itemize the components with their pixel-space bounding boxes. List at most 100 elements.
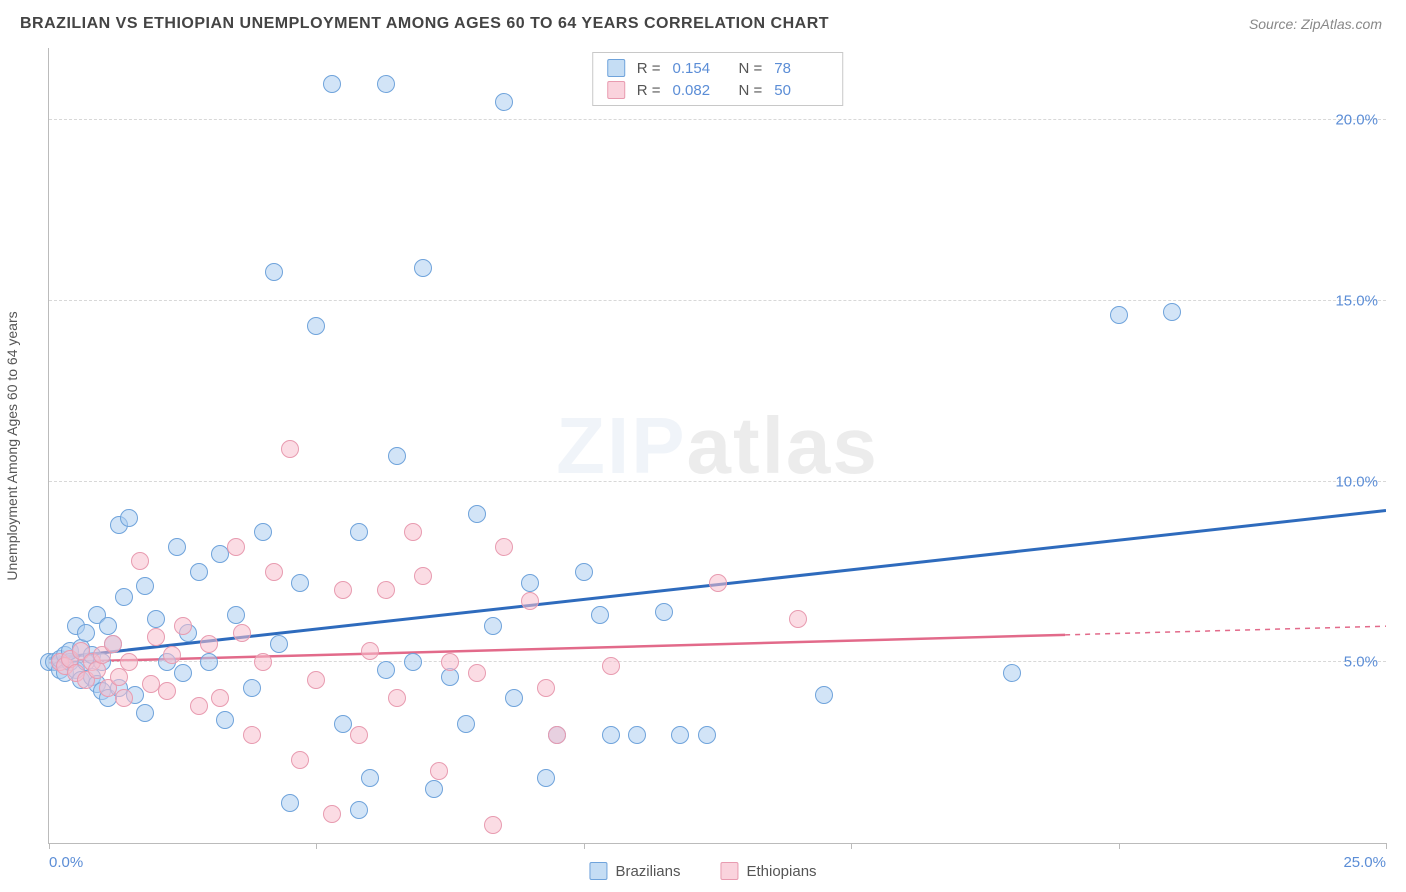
data-point — [1163, 303, 1181, 321]
data-point — [414, 567, 432, 585]
data-point — [655, 603, 673, 621]
legend-item: Brazilians — [589, 862, 680, 880]
data-point — [227, 606, 245, 624]
data-point — [307, 671, 325, 689]
y-tick-label: 15.0% — [1335, 292, 1378, 309]
data-point — [200, 635, 218, 653]
data-point — [265, 263, 283, 281]
correlation-legend: R = 0.154 N = 78 R = 0.082 N = 50 — [592, 52, 844, 106]
data-point — [291, 574, 309, 592]
data-point — [265, 563, 283, 581]
gridline — [49, 300, 1386, 301]
data-point — [254, 653, 272, 671]
data-point — [115, 689, 133, 707]
x-tick — [316, 843, 317, 849]
x-tick — [1119, 843, 1120, 849]
data-point — [158, 682, 176, 700]
data-point — [243, 726, 261, 744]
gridline — [49, 481, 1386, 482]
data-point — [414, 259, 432, 277]
data-point — [628, 726, 646, 744]
x-tick — [1386, 843, 1387, 849]
x-tick — [851, 843, 852, 849]
data-point — [136, 577, 154, 595]
data-point — [323, 805, 341, 823]
data-point — [388, 447, 406, 465]
data-point — [147, 628, 165, 646]
data-point — [425, 780, 443, 798]
r-label: R = — [637, 82, 661, 99]
data-point — [350, 801, 368, 819]
data-point — [484, 617, 502, 635]
data-point — [334, 581, 352, 599]
data-point — [377, 75, 395, 93]
trend-lines — [49, 48, 1386, 843]
source-attribution: Source: ZipAtlas.com — [1249, 16, 1382, 32]
x-tick-label: 25.0% — [1343, 854, 1386, 871]
data-point — [537, 679, 555, 697]
data-point — [468, 664, 486, 682]
data-point — [671, 726, 689, 744]
x-tick — [49, 843, 50, 849]
data-point — [190, 563, 208, 581]
chart-title: BRAZILIAN VS ETHIOPIAN UNEMPLOYMENT AMON… — [20, 15, 829, 33]
data-point — [388, 689, 406, 707]
swatch-icon — [589, 862, 607, 880]
chart-header: BRAZILIAN VS ETHIOPIAN UNEMPLOYMENT AMON… — [0, 0, 1406, 48]
data-point — [291, 751, 309, 769]
data-point — [575, 563, 593, 581]
data-point — [602, 657, 620, 675]
data-point — [281, 794, 299, 812]
data-point — [334, 715, 352, 733]
n-value: 50 — [774, 82, 828, 99]
y-tick-label: 5.0% — [1344, 654, 1378, 671]
gridline — [49, 119, 1386, 120]
data-point — [281, 440, 299, 458]
data-point — [163, 646, 181, 664]
data-point — [174, 664, 192, 682]
legend-label: Brazilians — [615, 863, 680, 880]
legend-row: R = 0.082 N = 50 — [607, 79, 829, 101]
data-point — [307, 317, 325, 335]
data-point — [698, 726, 716, 744]
data-point — [227, 538, 245, 556]
data-point — [709, 574, 727, 592]
data-point — [174, 617, 192, 635]
data-point — [136, 704, 154, 722]
data-point — [254, 523, 272, 541]
data-point — [216, 711, 234, 729]
data-point — [270, 635, 288, 653]
data-point — [430, 762, 448, 780]
data-point — [323, 75, 341, 93]
data-point — [243, 679, 261, 697]
data-point — [404, 653, 422, 671]
data-point — [521, 574, 539, 592]
data-point — [147, 610, 165, 628]
y-tick-label: 20.0% — [1335, 112, 1378, 129]
data-point — [77, 624, 95, 642]
series-legend: Brazilians Ethiopians — [589, 862, 816, 880]
data-point — [200, 653, 218, 671]
r-label: R = — [637, 60, 661, 77]
n-value: 78 — [774, 60, 828, 77]
n-label: N = — [739, 60, 763, 77]
x-tick-label: 0.0% — [49, 854, 83, 871]
legend-item: Ethiopians — [720, 862, 816, 880]
r-value: 0.154 — [673, 60, 727, 77]
data-point — [404, 523, 422, 541]
swatch-icon — [720, 862, 738, 880]
y-tick-label: 10.0% — [1335, 473, 1378, 490]
gridline — [49, 661, 1386, 662]
data-point — [495, 93, 513, 111]
data-point — [190, 697, 208, 715]
data-point — [104, 635, 122, 653]
y-axis-label: Unemployment Among Ages 60 to 64 years — [4, 311, 20, 580]
data-point — [537, 769, 555, 787]
data-point — [115, 588, 133, 606]
data-point — [495, 538, 513, 556]
data-point — [441, 653, 459, 671]
data-point — [350, 523, 368, 541]
legend-row: R = 0.154 N = 78 — [607, 57, 829, 79]
data-point — [1003, 664, 1021, 682]
r-value: 0.082 — [673, 82, 727, 99]
